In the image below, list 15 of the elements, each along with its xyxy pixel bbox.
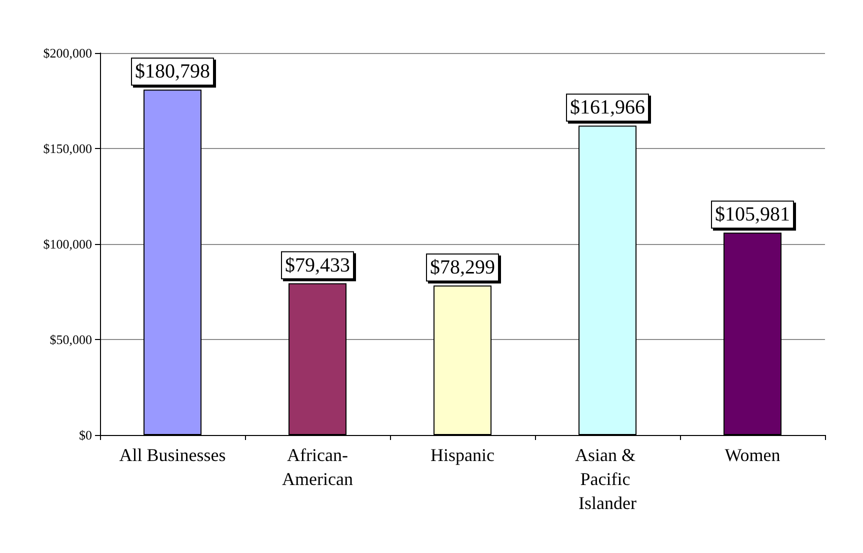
data-label: $105,981 bbox=[715, 204, 790, 226]
x-tick-label: Hispanic bbox=[430, 445, 495, 465]
y-tick-label: $0 bbox=[79, 428, 92, 442]
x-tick-label: African-American bbox=[282, 445, 353, 489]
x-tick-label: Women bbox=[724, 445, 780, 465]
y-tick-label: $50,000 bbox=[50, 332, 92, 347]
y-tick-label: $150,000 bbox=[43, 141, 92, 156]
x-tick-label: All Businesses bbox=[119, 445, 226, 465]
data-label: $180,798 bbox=[135, 60, 210, 83]
y-tick-label: $100,000 bbox=[43, 236, 92, 252]
x-tick-label: Asian & Pacific Islander bbox=[575, 445, 640, 513]
data-label: $79,433 bbox=[285, 254, 350, 276]
data-label: $78,299 bbox=[430, 256, 495, 278]
y-tick-label: $200,000 bbox=[43, 46, 92, 60]
data-label: $161,966 bbox=[570, 96, 645, 119]
